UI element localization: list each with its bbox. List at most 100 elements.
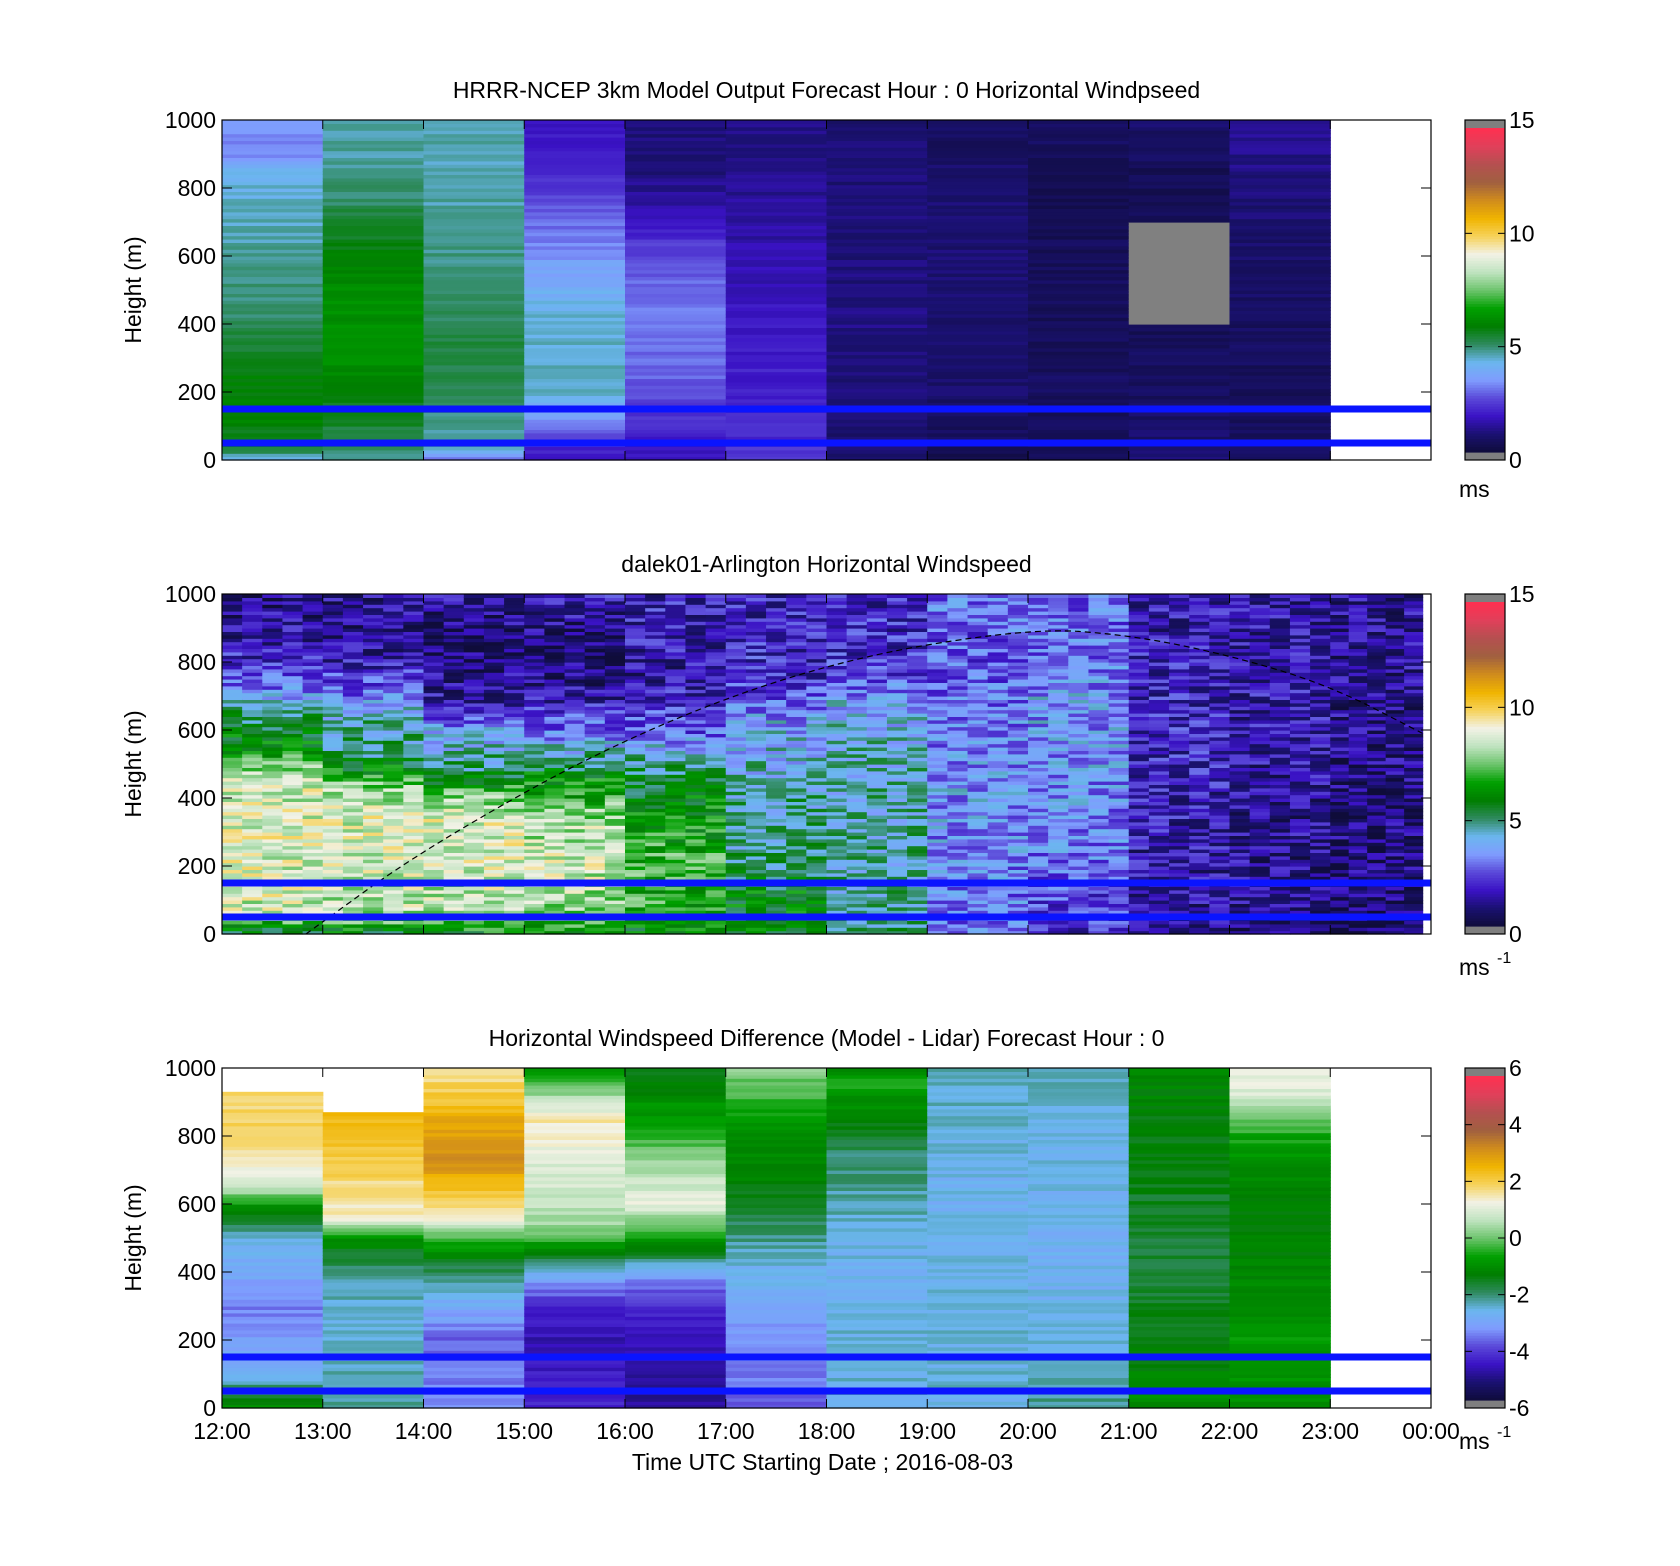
heatmap-cell [726,266,827,270]
heatmap-cell [222,351,323,355]
heatmap-cell [726,283,827,287]
heatmap-cell [424,151,525,155]
heatmap-cell [524,351,625,355]
chart-title: HRRR-NCEP 3km Model Output Forecast Hour… [453,77,1200,103]
y-tick-label: 400 [178,311,216,337]
heatmap-cell [524,419,625,423]
heatmap-cell [625,283,726,287]
heatmap-cell [424,219,525,223]
heatmap-cell [424,185,525,189]
heatmap-cell [1028,161,1129,165]
heatmap-cell [1230,253,1331,257]
heatmap-cell [726,385,827,389]
heatmap-cell [222,246,323,250]
heatmap-cell [1129,195,1230,199]
heatmap-cell [323,161,424,165]
heatmap-cell [1028,212,1129,216]
heatmap-cell [524,236,625,240]
heatmap-cell [827,219,928,223]
heatmap-cell [625,178,726,182]
heatmap-cell [1028,368,1129,372]
heatmap-cell [323,195,424,199]
heatmap-cell [524,219,625,223]
heatmap-cell [424,283,525,287]
heatmap-cell [726,368,827,372]
heatmap-cell [1028,246,1129,250]
heatmap-cell [625,151,726,155]
heatmap-cell [927,195,1028,199]
heatmap-cell [1129,283,1230,287]
heatmap-cell [323,385,424,389]
heatmap-cell [625,185,726,189]
heatmap-cell [827,334,928,338]
heatmap-cell [625,229,726,233]
heatmap-cell [927,266,1028,270]
heatmap-cell [726,212,827,216]
heatmap-cell [1129,253,1230,257]
heatmap-cell [424,144,525,148]
heatmap-cell [222,144,323,148]
heatmap-cell [927,300,1028,304]
heatmap-cell [524,134,625,138]
heatmap-cell [524,368,625,372]
colorbar-segment [1465,128,1505,131]
heatmap-cell [1230,161,1331,165]
heatmap-cell [222,266,323,270]
heatmap-cell [424,351,525,355]
colorbar-overflow [1465,120,1505,128]
heatmap-cell [323,229,424,233]
heatmap-cell [927,219,1028,223]
panel-lidar-windspeed: dalek01-Arlington Horizontal Windspeed02… [120,551,1535,980]
heatmap-cell [827,385,928,389]
heatmap-cell [524,300,625,304]
heatmap-cell [424,317,525,321]
heatmap-cell [1230,283,1331,287]
heatmap-cell [323,212,424,216]
heatmap-cell [1230,334,1331,338]
heatmap-cell [625,351,726,355]
heatmap-cell [1230,134,1331,138]
heatmap-cell [726,334,827,338]
colorbar-tick-label: 0 [1509,447,1522,473]
heatmap-cell [927,283,1028,287]
heatmap-cell [424,419,525,423]
heatmap-cell [726,161,827,165]
heatmap-cell [1129,229,1230,233]
heatmap-cell [524,385,625,389]
heatmap-cell [424,229,525,233]
heatmap-cell [625,246,726,250]
heatmap-cell [625,453,726,457]
heatmap-cell [1028,453,1129,457]
heatmap-cell [1230,385,1331,389]
heatmap-cell [323,178,424,182]
heatmap-cell [1230,368,1331,372]
heatmap-cell [726,219,827,223]
heatmap-cell [1129,144,1230,148]
heatmap-cell [1230,178,1331,182]
heatmap-cell [827,151,928,155]
heatmap-cell [323,334,424,338]
heatmap-cell [927,453,1028,457]
heatmap-cell [323,368,424,372]
colorbar-unit: ms [1459,476,1490,502]
heatmap-cell [726,202,827,206]
heatmap-cell [222,219,323,223]
heatmap-cell [726,185,827,189]
heatmap-cell [424,368,525,372]
heatmap-cell [1129,300,1230,304]
heatmap-cell [524,246,625,250]
heatmap-cell [1028,219,1129,223]
heatmap-cell [625,202,726,206]
heatmap-cell [827,185,928,189]
heatmap-cell [827,317,928,321]
heatmap-cell [1028,185,1129,189]
heatmap-cell [524,229,625,233]
heatmap-cell [1129,134,1230,138]
heatmap-cell [1028,300,1129,304]
heatmap-cell [524,161,625,165]
heatmap-cell [323,134,424,138]
heatmap-cell [927,246,1028,250]
heatmap-cell [927,385,1028,389]
heatmap-cell [1129,185,1230,189]
heatmap-cell [827,283,928,287]
